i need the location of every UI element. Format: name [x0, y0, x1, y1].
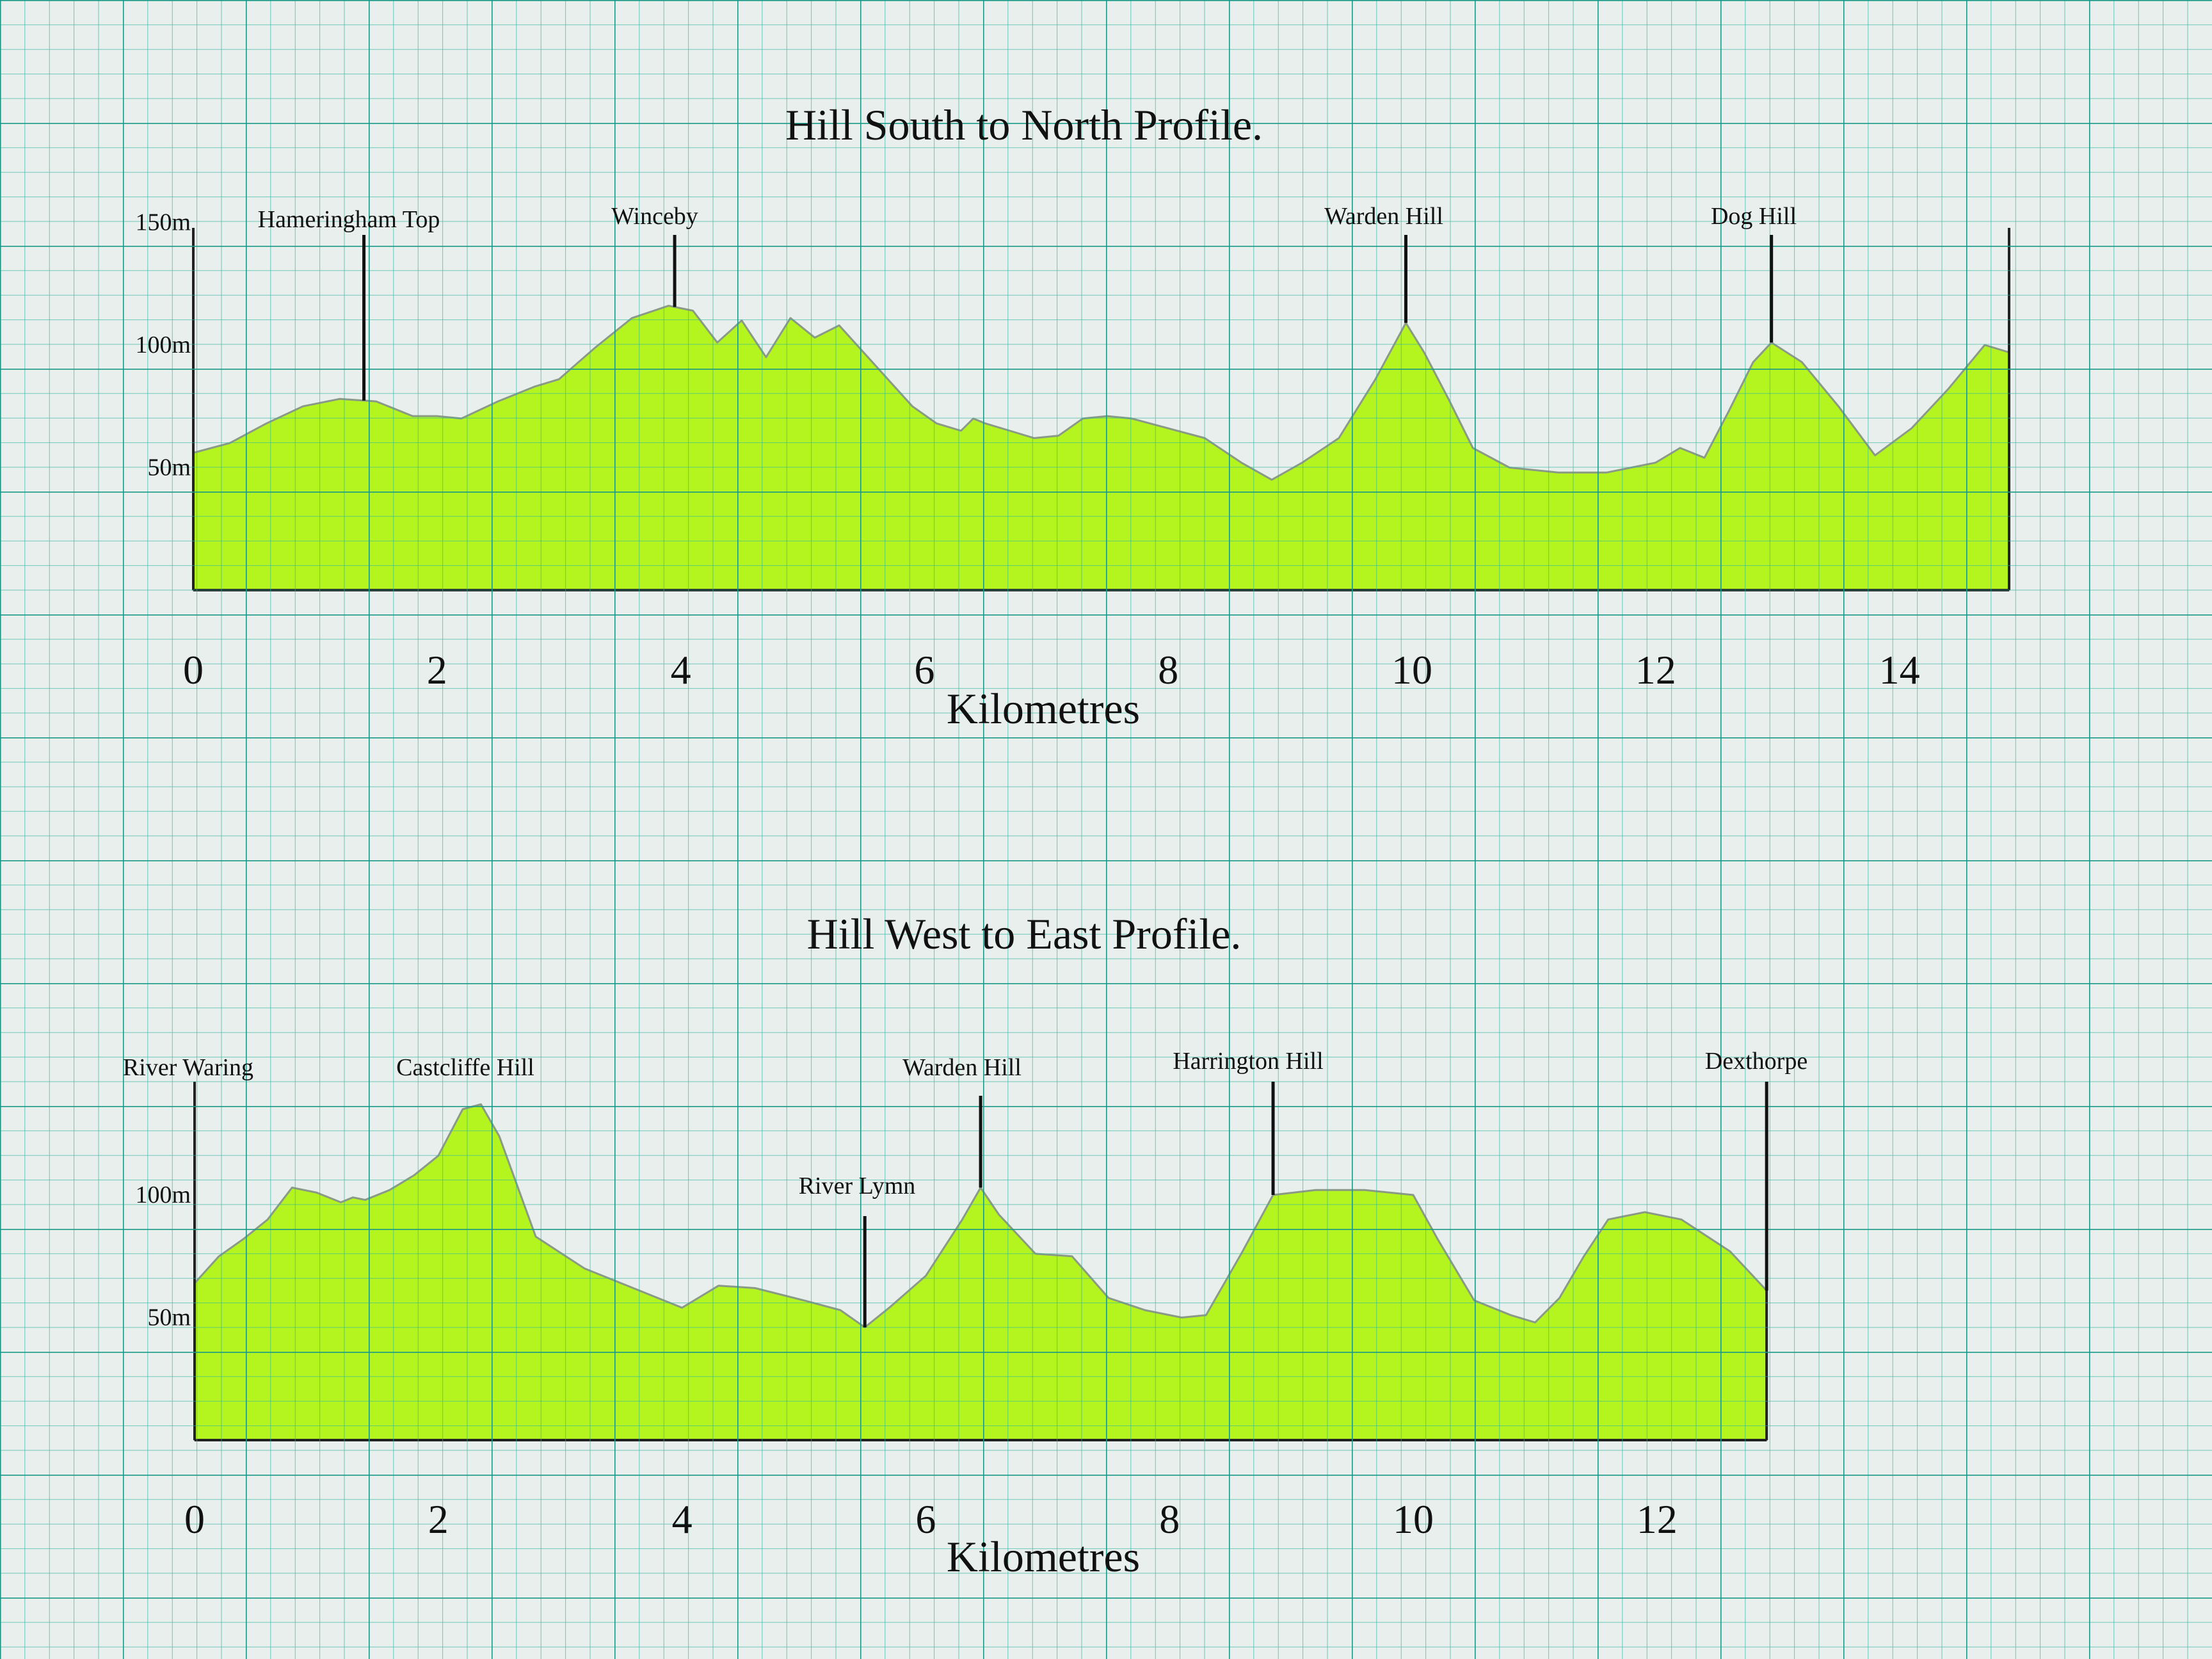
west-east-chart-title: Hill West to East Profile. — [807, 910, 1242, 958]
west-east-x-tick-label: 12 — [1637, 1496, 1678, 1542]
south-north-x-tick-label: 14 — [1879, 647, 1920, 693]
west-east-x-tick-label: 0 — [184, 1496, 205, 1542]
south-north-chart-title: Hill South to North Profile. — [785, 100, 1263, 149]
west-east-feature-label: Warden Hill — [902, 1054, 1022, 1081]
west-east-feature-label: Dexthorpe — [1705, 1048, 1807, 1075]
south-north-x-tick-label: 10 — [1391, 647, 1432, 693]
west-east-feature-label: River Waring — [123, 1054, 253, 1081]
west-east-x-tick-label: 8 — [1159, 1496, 1180, 1542]
west-east-feature-label: Harrington Hill — [1173, 1048, 1323, 1075]
west-east-x-tick-label: 4 — [672, 1496, 693, 1542]
south-north-x-tick-label: 4 — [671, 647, 691, 693]
west-east-feature-label: River Lymn — [799, 1173, 916, 1199]
south-north-x-tick-label: 12 — [1635, 647, 1676, 693]
south-north-y-tick-label: 100m — [135, 332, 191, 358]
west-east-feature-label: Castcliffe Hill — [396, 1054, 534, 1081]
south-north-x-axis-label: Kilometres — [947, 684, 1140, 733]
south-north-feature-label: Warden Hill — [1324, 203, 1443, 230]
south-north-y-tick-label: 150m — [135, 209, 191, 236]
west-east-x-tick-label: 10 — [1393, 1496, 1434, 1542]
south-north-y-tick-label: 50m — [147, 454, 191, 481]
south-north-x-tick-label: 6 — [914, 647, 934, 693]
south-north-feature-label: Dog Hill — [1711, 203, 1797, 230]
west-east-y-tick-label: 100m — [135, 1182, 191, 1208]
south-north-x-tick-label: 2 — [427, 647, 447, 693]
west-east-x-tick-label: 6 — [915, 1496, 936, 1542]
south-north-x-tick-label: 8 — [1158, 647, 1178, 693]
south-north-feature-label: Hameringham Top — [258, 206, 440, 233]
west-east-y-tick-label: 50m — [147, 1304, 191, 1331]
text-layer: Hill South to North Profile. 0 2 4 6 8 10 12 14 K… — [123, 100, 1920, 1581]
west-east-x-tick-label: 2 — [428, 1496, 449, 1542]
west-east-x-axis-label: Kilometres — [947, 1532, 1140, 1581]
south-north-feature-label: Winceby — [611, 203, 698, 230]
south-north-x-tick-label: 0 — [183, 647, 204, 693]
